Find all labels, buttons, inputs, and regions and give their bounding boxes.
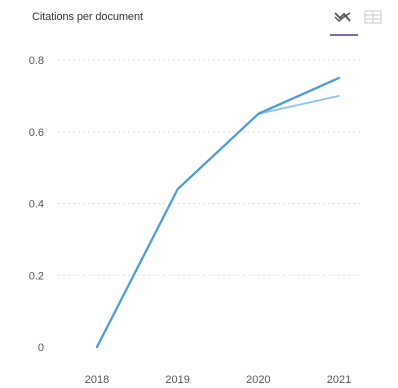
grid-lines <box>58 59 360 276</box>
active-view-indicator <box>330 34 358 36</box>
series-line-1 <box>95 76 341 349</box>
chart-header: Citations per document <box>0 0 398 40</box>
x-tick-label: 2019 <box>165 374 189 386</box>
y-tick-label: 0.2 <box>29 270 44 282</box>
y-tick-label: 0.4 <box>29 199 44 211</box>
line-chart-icon <box>333 8 353 31</box>
chart-title: Citations per document <box>32 11 143 23</box>
x-axis-tick-labels: 2018 2019 2020 2021 <box>85 374 351 386</box>
table-view-icon <box>364 10 382 29</box>
y-axis-tick-labels: 0 0.2 0.4 0.6 0.8 <box>29 55 44 354</box>
line-chart-view-button[interactable] <box>330 6 356 32</box>
x-tick-label: 2020 <box>246 374 270 386</box>
x-tick-label: 2021 <box>327 374 351 386</box>
table-view-button[interactable] <box>360 6 386 32</box>
x-tick-label: 2018 <box>85 374 109 386</box>
series-line-2 <box>96 94 340 348</box>
y-tick-label: 0.6 <box>29 127 44 139</box>
y-tick-label: 0 <box>38 342 44 354</box>
series-lines <box>95 76 341 349</box>
y-tick-label: 0.8 <box>29 55 44 67</box>
